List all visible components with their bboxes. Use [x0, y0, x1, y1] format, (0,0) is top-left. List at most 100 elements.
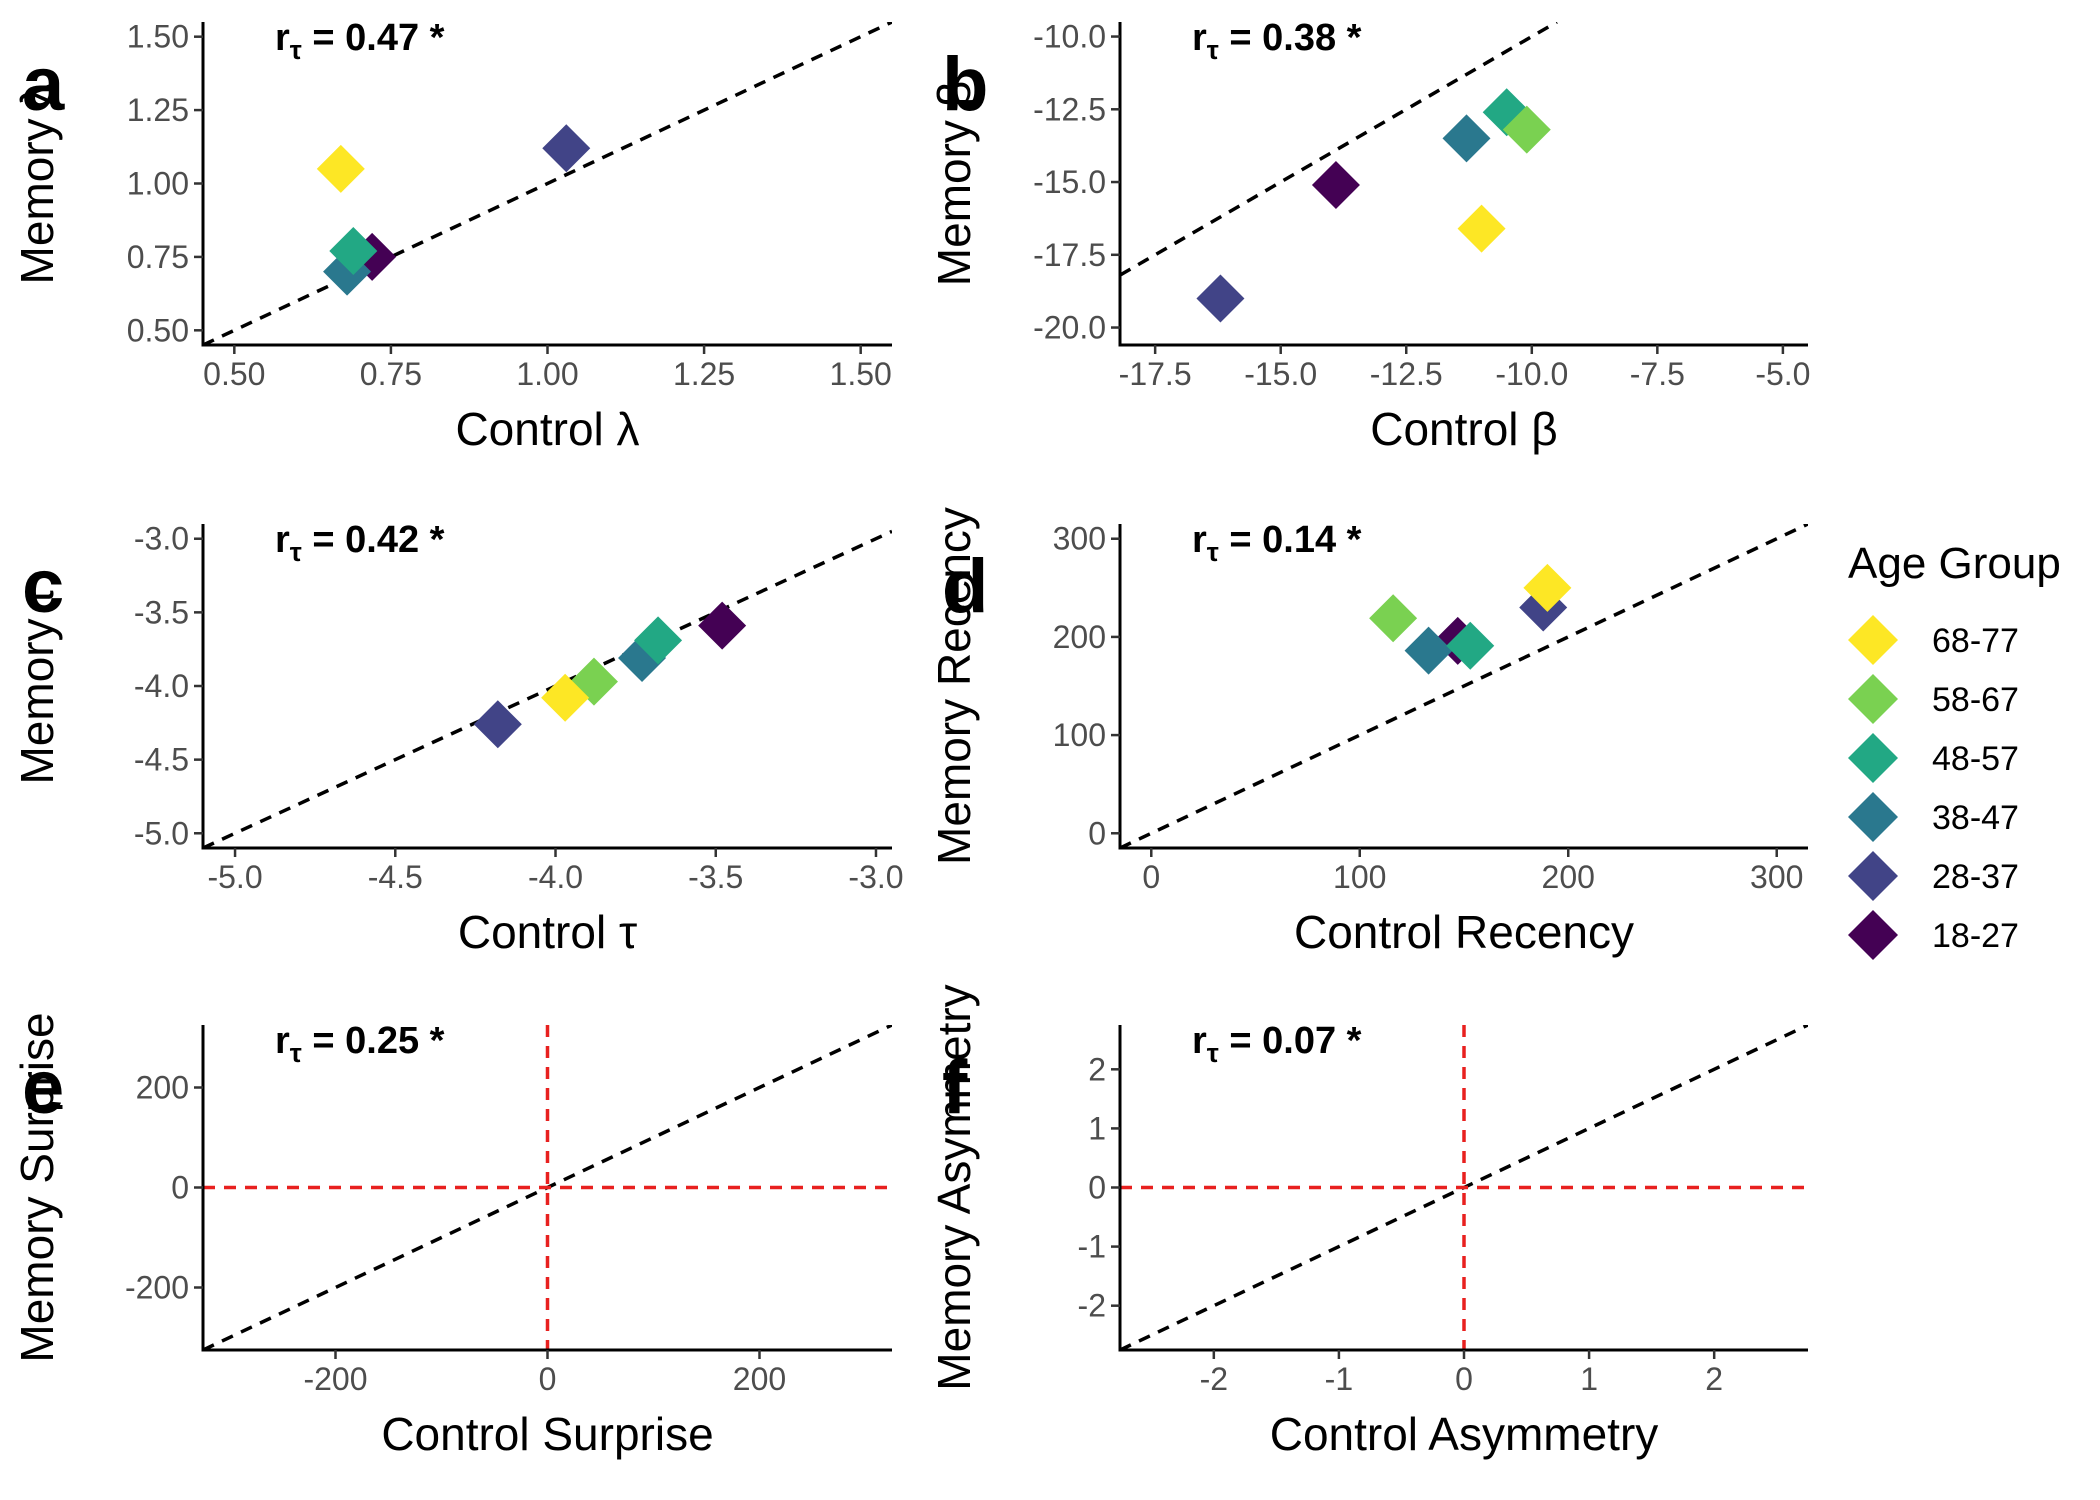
legend-label-18-27: 18-27	[1932, 917, 2019, 955]
x-tick-label: 2	[1705, 1361, 1723, 1397]
y-tick-label: 0.50	[127, 312, 189, 348]
y-tick-label: -20.0	[1033, 310, 1106, 346]
data-point-18-27	[1311, 160, 1360, 209]
x-axis-title: Control β	[1370, 403, 1558, 455]
identity-line	[1120, 22, 1558, 277]
x-tick-label: -3.5	[688, 859, 743, 895]
legend-key-28-37	[1848, 851, 1898, 901]
legend-label-38-47: 38-47	[1932, 799, 2019, 837]
data-point-18-27	[698, 601, 747, 650]
data-point-68-77	[1523, 563, 1572, 612]
x-tick-label: 1.50	[830, 356, 892, 392]
y-tick-label: 0	[171, 1170, 189, 1206]
y-axis-title: Memory Asymmetry	[928, 984, 980, 1390]
data-point-68-77	[316, 144, 365, 193]
x-tick-label: 0.75	[360, 356, 422, 392]
x-axis-title: Control Surprise	[381, 1408, 713, 1460]
legend-key-68-77	[1848, 615, 1898, 665]
y-tick-label: 1.50	[127, 19, 189, 55]
legend-label-28-37: 28-37	[1932, 858, 2019, 896]
x-tick-label: -12.5	[1370, 356, 1443, 392]
correlation-label: rτ = 0.07 *	[1192, 1020, 1362, 1068]
legend-label-58-67: 58-67	[1932, 681, 2019, 719]
x-axis-title: Control Recency	[1294, 906, 1634, 958]
x-axis-title: Control τ	[458, 906, 637, 958]
correlation-label: rτ = 0.25 *	[275, 1020, 445, 1068]
panel-letter: b	[942, 42, 988, 127]
y-axis-title: Memory Surprise	[11, 1012, 63, 1362]
y-tick-label: 300	[1053, 521, 1106, 557]
x-tick-label: 0	[1455, 1361, 1473, 1397]
y-tick-label: 1.00	[127, 166, 189, 202]
y-tick-label: 100	[1053, 717, 1106, 753]
x-axis-title: Control λ	[455, 403, 639, 455]
x-axis-title: Control Asymmetry	[1270, 1408, 1659, 1460]
legend-title: Age Group	[1848, 539, 2061, 588]
legend-key-38-47	[1848, 792, 1898, 842]
y-tick-label: -3.5	[134, 594, 189, 630]
x-tick-label: -15.0	[1244, 356, 1317, 392]
x-tick-label: -200	[303, 1361, 367, 1397]
x-tick-label: 200	[1542, 859, 1595, 895]
x-tick-label: -5.0	[1755, 356, 1810, 392]
legend-key-18-27	[1848, 910, 1898, 960]
x-tick-label: -17.5	[1119, 356, 1192, 392]
legend-key-48-57	[1848, 733, 1898, 783]
data-point-48-57	[329, 227, 378, 276]
y-tick-label: 2	[1088, 1051, 1106, 1087]
y-tick-label: -15.0	[1033, 164, 1106, 200]
y-tick-label: -1	[1078, 1229, 1106, 1265]
data-point-28-37	[473, 700, 522, 749]
x-tick-label: 300	[1750, 859, 1803, 895]
panel-letter: e	[22, 1045, 64, 1130]
x-tick-label: 1.25	[673, 356, 735, 392]
panel-letter: a	[22, 42, 65, 127]
y-tick-label: -4.5	[134, 742, 189, 778]
data-point-58-67	[1369, 594, 1418, 643]
y-axis-title: Memory τ	[11, 587, 63, 784]
data-point-58-67	[1502, 105, 1551, 154]
y-tick-label: -4.0	[134, 668, 189, 704]
data-point-38-47	[1404, 626, 1453, 675]
x-tick-label: -10.0	[1495, 356, 1568, 392]
x-tick-label: 1	[1580, 1361, 1598, 1397]
correlation-label: rτ = 0.14 *	[1192, 519, 1362, 567]
y-tick-label: -17.5	[1033, 237, 1106, 273]
x-tick-label: -5.0	[207, 859, 262, 895]
panel-letter: d	[942, 544, 988, 629]
x-tick-label: -4.0	[528, 859, 583, 895]
y-axis-title: Memory Recency	[928, 507, 980, 865]
x-tick-label: 0.50	[203, 356, 265, 392]
y-tick-label: -5.0	[134, 815, 189, 851]
y-tick-label: -10.0	[1033, 19, 1106, 55]
y-axis-title: Memory β	[928, 81, 980, 286]
y-tick-label: -200	[125, 1270, 189, 1306]
x-tick-label: -4.5	[368, 859, 423, 895]
y-tick-label: 0.75	[127, 239, 189, 275]
y-tick-label: -3.0	[134, 521, 189, 557]
y-tick-label: 0	[1088, 815, 1106, 851]
data-point-68-77	[1457, 204, 1506, 253]
x-tick-label: 200	[733, 1361, 786, 1397]
data-point-28-37	[542, 124, 591, 173]
y-tick-label: 0	[1088, 1170, 1106, 1206]
y-tick-label: -2	[1078, 1288, 1106, 1324]
x-tick-label: 1.00	[516, 356, 578, 392]
x-tick-label: 100	[1333, 859, 1386, 895]
x-tick-label: 0	[1142, 859, 1160, 895]
legend-label-68-77: 68-77	[1932, 622, 2019, 660]
identity-line	[203, 22, 892, 345]
x-tick-label: -3.0	[848, 859, 903, 895]
data-point-28-37	[1196, 274, 1245, 323]
legend-key-58-67	[1848, 674, 1898, 724]
y-tick-label: 200	[136, 1070, 189, 1106]
y-tick-label: 1	[1088, 1110, 1106, 1146]
x-tick-label: -2	[1200, 1361, 1228, 1397]
y-tick-label: 1.25	[127, 92, 189, 128]
identity-line	[203, 529, 892, 848]
identity-line	[1120, 524, 1808, 848]
panel-letter: c	[22, 544, 64, 629]
legend-label-48-57: 48-57	[1932, 740, 2019, 778]
data-point-48-57	[1482, 88, 1531, 137]
